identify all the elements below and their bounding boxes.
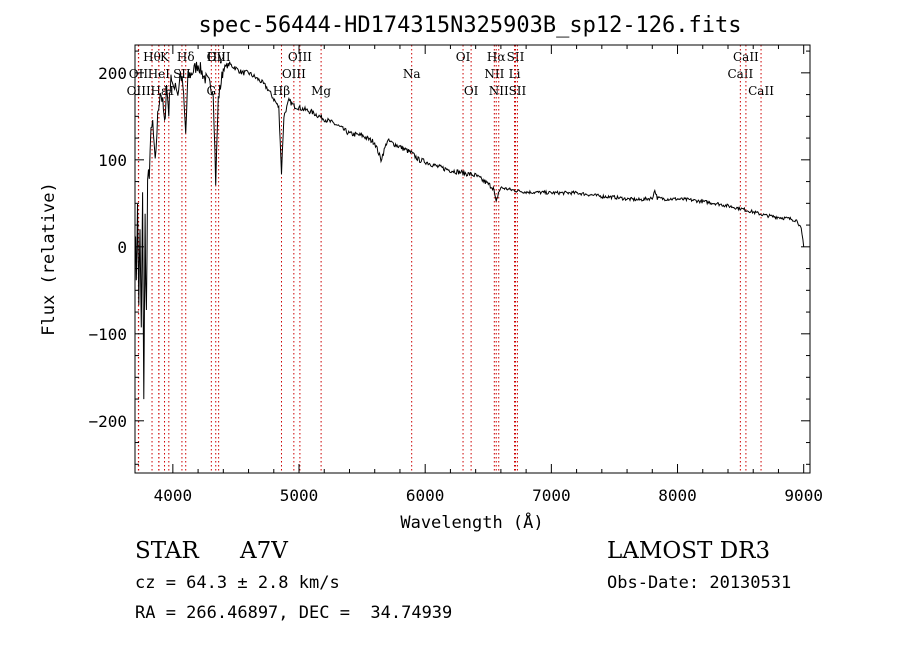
x-axis: 4000 5000 6000 7000 8000 9000 — [154, 45, 823, 505]
spectral-line-label: SII — [173, 67, 191, 81]
spectral-line-label: K — [160, 50, 170, 64]
spectral-line-label: Mg — [311, 84, 331, 98]
y-axis-label: Flux (relative) — [39, 182, 59, 336]
y-axis: −200 −100 0 100 200 — [88, 50, 810, 465]
spectrum-line-flux — [134, 61, 805, 400]
spectral-line-label: SII — [507, 50, 525, 64]
spectral-line-label: Hδ — [177, 50, 195, 64]
x-tick-label: 7000 — [532, 486, 571, 505]
y-tick-label: 0 — [117, 238, 127, 257]
object-class: STAR — [135, 538, 199, 564]
spectral-line-label: OIII — [288, 50, 312, 64]
spectral-line-label: CaII — [748, 84, 774, 98]
y-tick-label: −200 — [88, 412, 127, 431]
spectral-line-label: Hε — [151, 84, 168, 98]
coordinates: RA = 266.46897, DEC = 34.74939 — [135, 603, 453, 623]
spectral-line-label: CaII — [733, 50, 759, 64]
spectral-line-label: OIII — [282, 67, 306, 81]
spectral-line-label: OI — [464, 84, 479, 98]
spectral-line-label: OIII — [127, 84, 151, 98]
x-tick-label: 5000 — [280, 486, 319, 505]
spectral-line-label: HeI — [148, 67, 171, 81]
survey-name: LAMOST DR3 — [607, 538, 771, 564]
spectral-subclass: A7V — [240, 538, 288, 564]
spectral-line-label: CaII — [727, 67, 753, 81]
x-tick-label: 8000 — [658, 486, 697, 505]
x-axis-label: Wavelength (Å) — [400, 511, 543, 533]
spectral-line-label: NII — [484, 67, 504, 81]
spectral-line-label: Hα — [487, 50, 506, 64]
spectral-line-label: Li — [509, 67, 521, 81]
spectral-line-label: OIII — [207, 50, 231, 64]
plot-frame — [134, 44, 811, 474]
spectral-line-label: Na — [403, 67, 421, 81]
y-tick-label: −100 — [88, 325, 127, 344]
x-tick-label: 9000 — [784, 486, 823, 505]
spectral-line-label: OI — [456, 50, 471, 64]
obs-date: Obs-Date: 20130531 — [607, 573, 792, 593]
spectral-line-label: Hθ — [143, 50, 161, 64]
spectral-line-label: Hγ — [207, 50, 225, 64]
spectrum-series — [134, 61, 805, 400]
spectral-line-label: H — [164, 84, 174, 98]
spectral-line-label: Hβ — [273, 84, 290, 98]
spectral-line-label: SII — [509, 84, 527, 98]
y-tick-label: 200 — [98, 64, 127, 83]
redshift-readout: cz = 64.3 ± 2.8 km/s — [135, 573, 340, 593]
x-tick-label: 4000 — [154, 486, 193, 505]
x-tick-label: 6000 — [406, 486, 445, 505]
y-tick-label: 100 — [98, 151, 127, 170]
spectral-line-label: NII — [489, 84, 509, 98]
chart-title: spec-56444-HD174315N325903B_sp12-126.fit… — [198, 13, 741, 38]
